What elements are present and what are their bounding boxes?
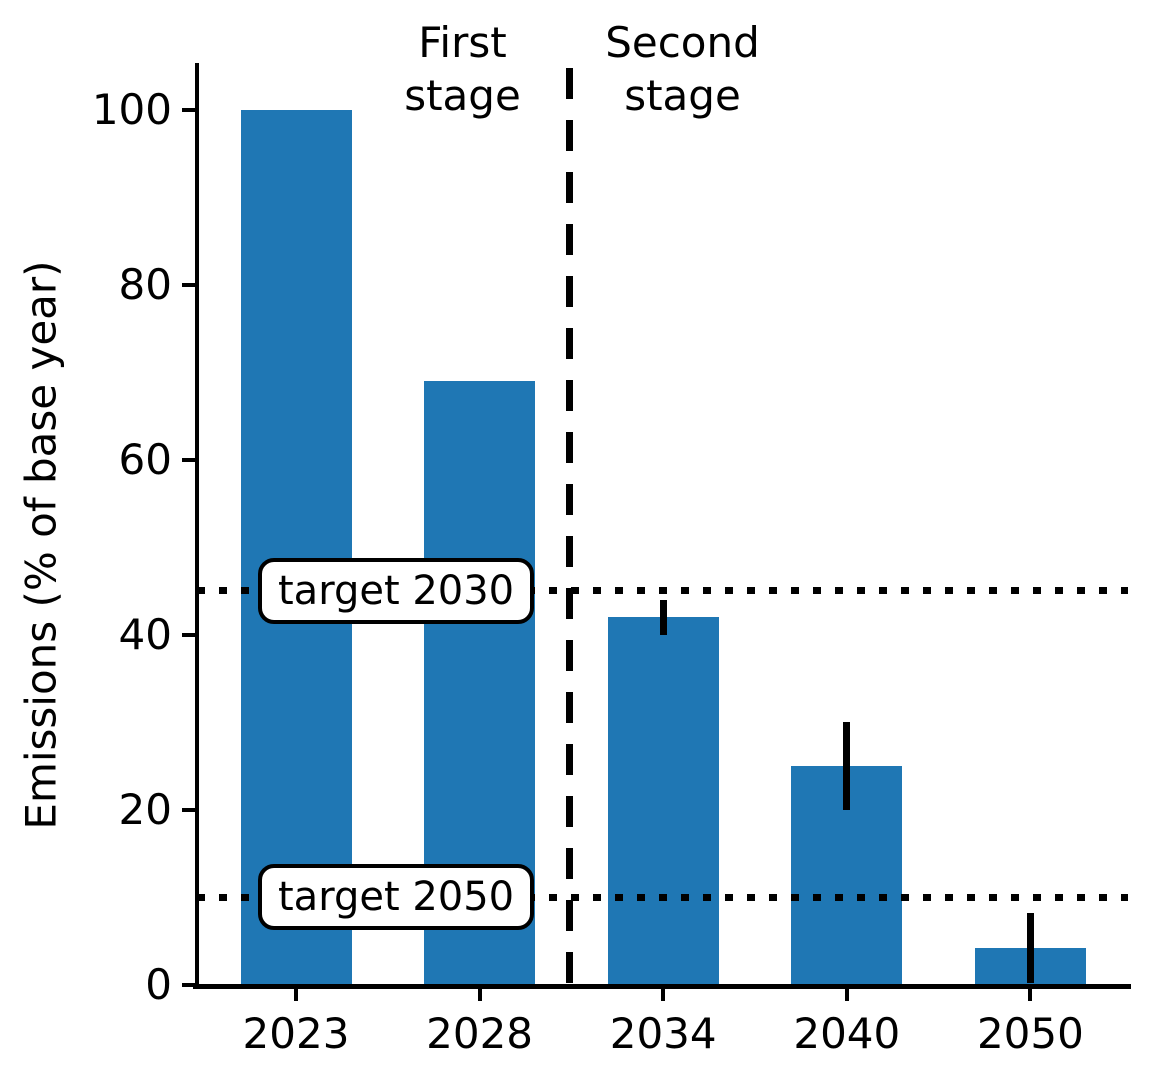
error-bar-2040: [843, 722, 851, 810]
y-tick-label-60: 60: [118, 434, 172, 484]
x-tick-label-2028: 2028: [426, 1009, 534, 1058]
bar-2023: [240, 110, 352, 986]
x-tick-label-2034: 2034: [609, 1009, 717, 1058]
x-axis-spine: [193, 984, 1131, 989]
error-bar-2050: [1026, 912, 1034, 983]
annotation-first-stage: First stage: [404, 18, 521, 120]
y-tick-60: [182, 457, 196, 462]
x-tick-2040: [844, 987, 849, 1001]
x-tick-2023: [294, 987, 298, 1001]
y-tick-label-0: 0: [145, 959, 172, 1009]
x-tick-label-2040: 2040: [793, 1009, 901, 1058]
x-tick-label-2023: 2023: [242, 1009, 350, 1058]
annotation-second-stage: Second stage: [605, 18, 760, 120]
x-tick-2050: [1028, 987, 1033, 1001]
y-axis-spine: [195, 63, 199, 988]
target-label-2: target 2050: [258, 864, 535, 931]
y-tick-100: [182, 108, 196, 112]
y-axis-title: Emissions (% of base year): [16, 260, 66, 830]
x-tick-2028: [477, 987, 482, 1001]
error-bar-2034: [659, 599, 667, 635]
y-tick-label-80: 80: [118, 259, 172, 309]
bar-2034: [607, 617, 719, 986]
y-tick-label-40: 40: [118, 609, 172, 659]
target-label-1: target 2030: [258, 557, 535, 624]
x-tick-2034: [661, 987, 666, 1001]
x-tick-label-2050: 2050: [976, 1009, 1084, 1058]
y-tick-0: [182, 982, 196, 987]
y-tick-80: [182, 282, 196, 287]
y-tick-20: [182, 807, 196, 812]
y-tick-label-100: 100: [91, 85, 172, 134]
target-line-2: [197, 893, 1128, 901]
y-tick-label-20: 20: [118, 784, 172, 834]
y-tick-40: [182, 632, 196, 637]
target-line-1: [197, 587, 1128, 595]
stage-divider-dashed-line: [566, 68, 573, 985]
